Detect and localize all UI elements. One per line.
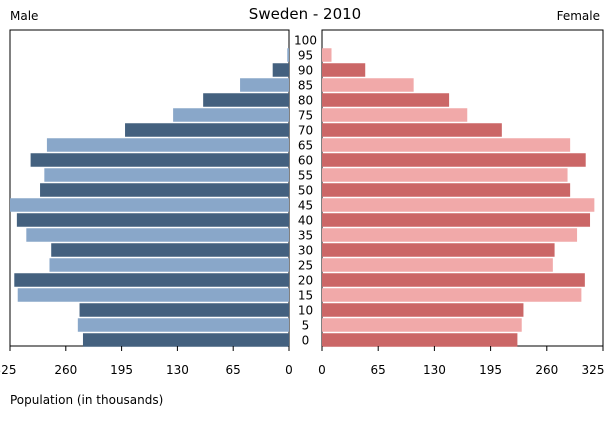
female-bar-age-10 <box>322 303 524 317</box>
female-bar-age-75 <box>322 108 468 122</box>
male-bar-age-5 <box>77 318 290 332</box>
male-bar-age-90 <box>272 63 289 77</box>
age-group-label: 85 <box>298 79 313 93</box>
age-group-label: 60 <box>298 154 313 168</box>
female-bar-age-15 <box>322 288 582 302</box>
male-bar-age-75 <box>173 108 289 122</box>
male-x-tick-label: 130 <box>166 363 189 377</box>
male-bar-age-85 <box>240 78 289 92</box>
male-bar-age-40 <box>16 213 289 227</box>
age-group-label: 40 <box>298 214 313 228</box>
female-x-tick-label: 0 <box>318 363 326 377</box>
male-x-tick-label: 195 <box>110 363 133 377</box>
male-side-label: Male <box>10 9 39 23</box>
female-bar-age-50 <box>322 183 571 197</box>
age-group-label: 25 <box>298 259 313 273</box>
female-bar-age-80 <box>322 93 450 107</box>
male-bar-age-65 <box>46 138 289 152</box>
female-x-tick-label: 130 <box>423 363 446 377</box>
age-group-label: 20 <box>298 274 313 288</box>
age-group-label: 75 <box>298 109 313 123</box>
female-bar-age-55 <box>322 168 568 182</box>
male-bar-age-45 <box>10 198 289 212</box>
female-x-tick-label: 325 <box>582 363 605 377</box>
age-group-label: 45 <box>298 199 313 213</box>
age-group-label: 100 <box>294 34 317 48</box>
male-bar-age-15 <box>17 288 289 302</box>
female-x-tick-label: 260 <box>535 363 558 377</box>
male-bar-age-10 <box>79 303 289 317</box>
male-bar-age-20 <box>14 273 290 287</box>
age-group-label: 15 <box>298 289 313 303</box>
female-x-tick-label: 65 <box>371 363 386 377</box>
female-bar-age-40 <box>322 213 591 227</box>
age-group-label: 70 <box>298 124 313 138</box>
female-bar-age-5 <box>322 318 522 332</box>
female-x-tick-label: 195 <box>479 363 502 377</box>
female-bar-age-90 <box>322 63 366 77</box>
male-bar-age-50 <box>40 183 289 197</box>
chart-title: Sweden - 2010 <box>248 5 362 23</box>
male-bar-age-60 <box>30 153 289 167</box>
age-group-label: 50 <box>298 184 313 198</box>
male-x-tick-label: 0 <box>285 363 293 377</box>
age-group-label: 65 <box>298 139 313 153</box>
male-bar-age-80 <box>203 93 289 107</box>
male-x-tick-label: 260 <box>54 363 77 377</box>
male-bar-age-55 <box>44 168 289 182</box>
age-group-label: 10 <box>298 304 313 318</box>
male-bar-age-95 <box>287 48 289 62</box>
age-group-label: 0 <box>302 334 310 348</box>
female-bar-age-35 <box>322 228 578 242</box>
male-bar-age-30 <box>51 243 290 257</box>
female-bar-age-70 <box>322 123 502 137</box>
female-bar-age-30 <box>322 243 555 257</box>
x-axis-label: Population (in thousands) <box>10 393 164 407</box>
female-bar-age-60 <box>322 153 586 167</box>
age-group-label: 30 <box>298 244 313 258</box>
male-bar-age-0 <box>82 333 289 347</box>
male-bar-age-70 <box>125 123 289 137</box>
female-bar-age-0 <box>322 333 518 347</box>
age-group-label: 80 <box>298 94 313 108</box>
female-bar-age-25 <box>322 258 553 272</box>
female-bar-age-95 <box>322 48 332 62</box>
age-group-label: 90 <box>298 64 313 78</box>
male-x-tick-label: 325 <box>0 363 16 377</box>
female-bar-age-45 <box>322 198 595 212</box>
age-group-label: 55 <box>298 169 313 183</box>
male-x-tick-label: 65 <box>226 363 241 377</box>
age-group-label: 35 <box>298 229 313 243</box>
male-bar-age-35 <box>26 228 290 242</box>
female-side-label: Female <box>556 9 600 23</box>
age-group-label: 5 <box>302 319 310 333</box>
male-bar-age-25 <box>49 258 290 272</box>
female-bar-age-65 <box>322 138 571 152</box>
female-bar-age-85 <box>322 78 414 92</box>
female-bar-age-20 <box>322 273 585 287</box>
age-group-label: 95 <box>298 49 313 63</box>
